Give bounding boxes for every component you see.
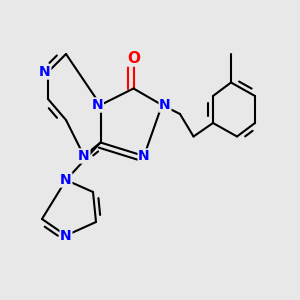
Text: N: N: [60, 173, 72, 187]
Text: N: N: [138, 149, 150, 163]
Text: O: O: [127, 51, 140, 66]
Text: N: N: [60, 229, 72, 242]
Text: N: N: [92, 98, 103, 112]
Text: N: N: [159, 98, 171, 112]
Text: N: N: [78, 149, 90, 163]
Text: N: N: [39, 65, 51, 79]
